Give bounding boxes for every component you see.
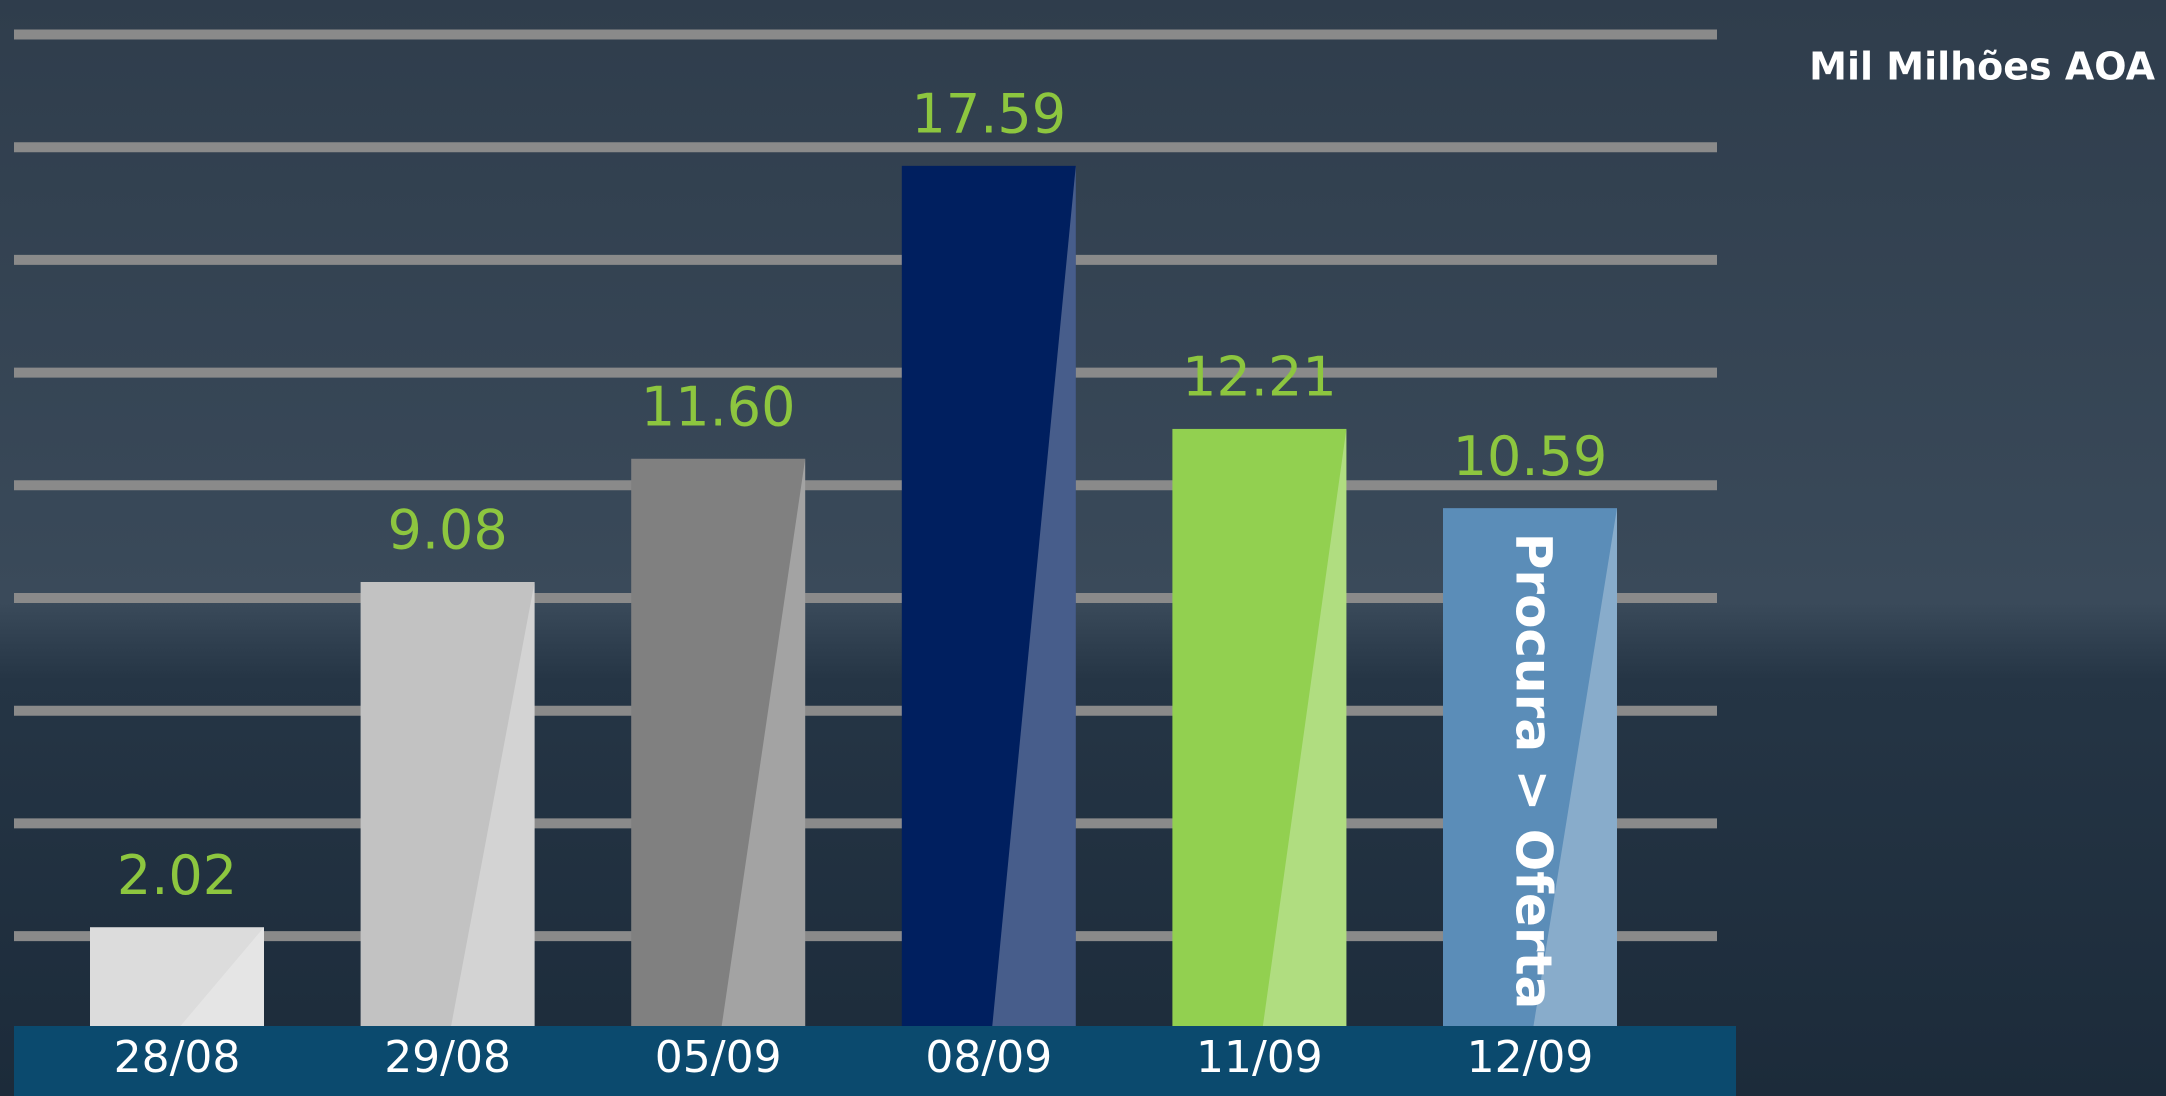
value-label: 11.60 (641, 375, 796, 438)
x-tick-label: 28/08 (114, 1032, 241, 1083)
bar-sheen (451, 581, 535, 1026)
value-label: 17.59 (912, 82, 1067, 145)
bar-sheen (1533, 508, 1617, 1026)
value-label: 9.08 (387, 499, 507, 562)
value-label: 2.02 (117, 844, 237, 907)
value-label: 10.59 (1453, 425, 1608, 488)
bar (360, 581, 535, 1026)
x-tick-label: 08/09 (925, 1032, 1052, 1083)
value-label: 12.21 (1182, 346, 1337, 409)
bar (90, 927, 264, 1026)
x-tick-label: 12/09 (1467, 1032, 1594, 1083)
bar-sheen (992, 165, 1076, 1026)
bar (1443, 508, 1617, 1026)
unit-label: Mil Milhões AOA (1809, 45, 2155, 89)
decorative-stripes (14, 29, 1717, 942)
x-tick-label: 05/09 (655, 1032, 782, 1083)
bar (631, 458, 806, 1026)
bar-sheen (180, 927, 264, 1026)
annotation: Procura > Oferta (1505, 533, 1563, 1009)
bar-sheen (721, 458, 806, 1026)
category-band (14, 1026, 1736, 1096)
x-tick-label: 29/08 (384, 1032, 511, 1083)
bar-sheen (1262, 428, 1347, 1026)
bar (901, 165, 1076, 1026)
x-tick-label: 11/09 (1196, 1032, 1323, 1083)
bar (1172, 428, 1347, 1026)
